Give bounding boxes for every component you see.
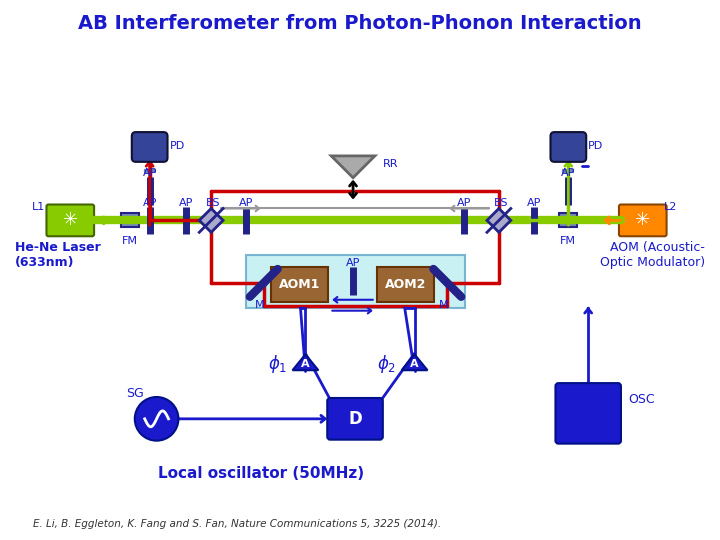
FancyBboxPatch shape (559, 213, 577, 227)
Text: AP: AP (143, 168, 157, 178)
Text: RR: RR (383, 159, 398, 169)
Text: M: M (438, 300, 448, 310)
Text: FM: FM (122, 237, 138, 246)
FancyBboxPatch shape (47, 205, 94, 237)
FancyBboxPatch shape (132, 132, 168, 162)
FancyBboxPatch shape (377, 267, 434, 302)
Text: PD: PD (588, 141, 603, 151)
Text: E. Li, B. Eggleton, K. Fang and S. Fan, Nature Communications 5, 3225 (2014).: E. Li, B. Eggleton, K. Fang and S. Fan, … (32, 519, 441, 529)
Text: AP: AP (561, 168, 575, 178)
FancyBboxPatch shape (328, 398, 383, 440)
Text: BS: BS (494, 198, 508, 207)
Text: M: M (255, 300, 265, 310)
Text: AOM2: AOM2 (385, 279, 426, 292)
Text: FM: FM (560, 237, 576, 246)
Text: Local oscillator (50MHz): Local oscillator (50MHz) (158, 466, 364, 481)
FancyBboxPatch shape (271, 267, 328, 302)
Text: OSC: OSC (628, 394, 654, 407)
Polygon shape (292, 354, 318, 370)
Text: SG: SG (126, 387, 144, 400)
Text: D: D (348, 410, 362, 428)
Text: AP: AP (346, 258, 360, 268)
Polygon shape (402, 354, 428, 370)
Polygon shape (487, 208, 510, 232)
Polygon shape (331, 156, 375, 178)
Text: $\phi_2$: $\phi_2$ (377, 353, 397, 375)
Text: $\phi_1$: $\phi_1$ (268, 353, 287, 375)
Text: A: A (410, 359, 419, 369)
FancyBboxPatch shape (121, 213, 139, 227)
Text: ✳: ✳ (63, 211, 78, 230)
FancyBboxPatch shape (246, 255, 465, 308)
Text: L2: L2 (664, 201, 678, 212)
Text: AOM1: AOM1 (279, 279, 320, 292)
Circle shape (135, 397, 179, 441)
Text: AP: AP (143, 198, 157, 207)
Text: AP: AP (457, 198, 472, 207)
Text: AB Interferometer from Photon-Phonon Interaction: AB Interferometer from Photon-Phonon Int… (78, 15, 642, 33)
Text: AOM (Acoustic-
Optic Modulator): AOM (Acoustic- Optic Modulator) (600, 241, 706, 269)
Text: AP: AP (239, 198, 253, 207)
Text: A: A (301, 359, 310, 369)
Text: BS: BS (206, 198, 220, 207)
Text: PD: PD (169, 141, 185, 151)
Text: AP: AP (179, 198, 194, 207)
Text: AP: AP (526, 198, 541, 207)
Text: L1: L1 (32, 201, 45, 212)
FancyBboxPatch shape (619, 205, 667, 237)
Text: ✳: ✳ (635, 211, 650, 230)
Text: He-Ne Laser
(633nm): He-Ne Laser (633nm) (14, 241, 101, 269)
FancyBboxPatch shape (551, 132, 586, 162)
Polygon shape (199, 208, 223, 232)
FancyBboxPatch shape (555, 383, 621, 444)
